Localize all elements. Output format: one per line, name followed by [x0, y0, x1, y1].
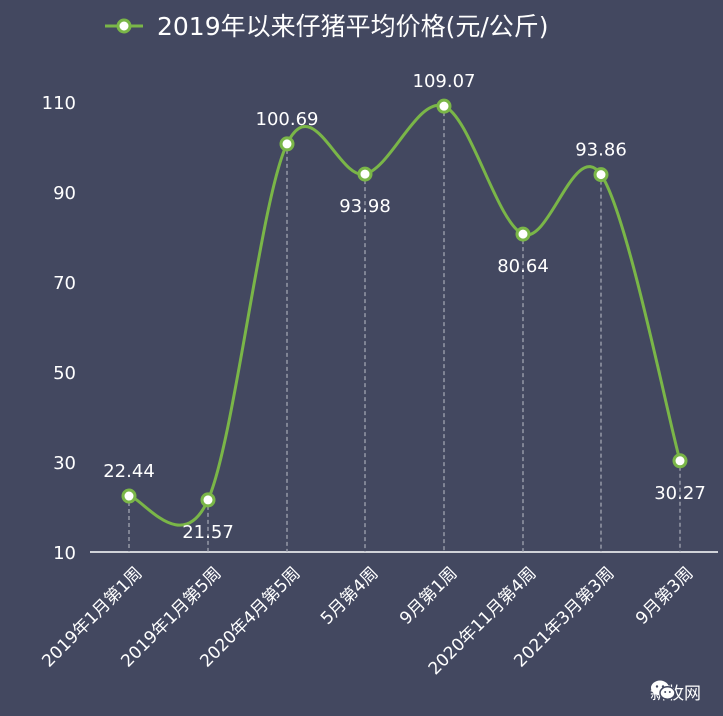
y-tick-label: 70 — [53, 273, 76, 294]
y-tick-label: 30 — [53, 453, 76, 474]
data-point — [121, 488, 137, 504]
data-point — [279, 136, 295, 152]
x-tick-label: 9月第3周 — [632, 563, 698, 629]
data-label: 80.64 — [497, 256, 549, 277]
data-label: 93.86 — [575, 140, 627, 161]
data-point — [593, 167, 609, 183]
chart-title: 2019年以来仔猪平均价格(元/公斤) — [157, 12, 549, 41]
x-tick-label: 9月第1周 — [396, 563, 462, 629]
data-point — [357, 166, 373, 182]
data-label: 93.98 — [339, 196, 391, 217]
data-point — [200, 492, 216, 508]
y-tick-label: 50 — [53, 363, 76, 384]
legend-marker — [116, 18, 132, 34]
y-tick-label: 90 — [53, 183, 76, 204]
y-tick-label: 10 — [53, 543, 76, 564]
x-tick-label: 5月第4周 — [317, 563, 383, 629]
data-label: 22.44 — [103, 461, 155, 482]
data-label: 100.69 — [256, 109, 319, 130]
y-tick-label: 110 — [42, 93, 76, 114]
data-label: 30.27 — [654, 483, 706, 504]
data-label: 109.07 — [413, 71, 476, 92]
data-point — [672, 453, 688, 469]
data-point — [515, 226, 531, 242]
data-label: 21.57 — [182, 522, 234, 543]
watermark: 新牧网 — [650, 679, 701, 704]
wechat-icon — [651, 680, 676, 700]
data-point — [436, 98, 452, 114]
